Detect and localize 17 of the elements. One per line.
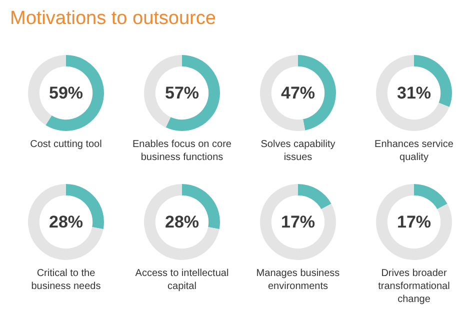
text: 59% [48, 84, 84, 103]
text: 31% [396, 84, 432, 103]
text: 17% [280, 212, 316, 232]
text: 57% [164, 84, 200, 103]
text: Critical to the business needs [30, 267, 102, 293]
text: Solves capability issues [260, 138, 336, 164]
text: Motivations to outsource [10, 8, 216, 30]
text: 28% [164, 212, 200, 232]
text: Cost cutting tool [29, 138, 103, 151]
text: Access to intellectual capital [134, 267, 230, 293]
text: Enables focus on core business functions [132, 138, 232, 164]
text: 47% [280, 84, 316, 103]
text: 17% [396, 212, 432, 232]
text: 28% [48, 212, 84, 232]
text: Enhances service quality [374, 138, 454, 164]
text: Drives broader transformational change [377, 267, 451, 306]
text: Manages business environments [255, 267, 341, 293]
